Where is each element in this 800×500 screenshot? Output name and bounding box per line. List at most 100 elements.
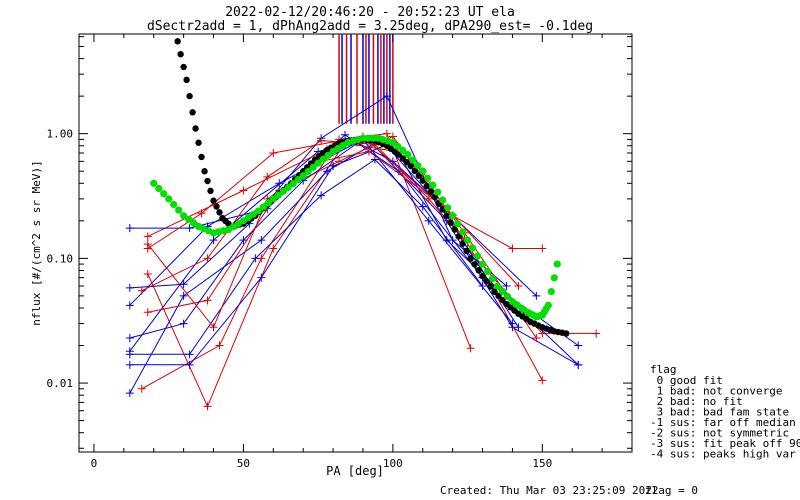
curve-point xyxy=(198,153,205,161)
fit-line xyxy=(129,138,519,394)
curve-point xyxy=(309,163,317,171)
legend-entry: -4 sus: peaks high var xyxy=(650,448,796,461)
legend-entry: 2 bad: no fit xyxy=(650,395,743,408)
curve-point xyxy=(467,255,474,262)
fit-point xyxy=(125,283,134,292)
curve-point xyxy=(359,134,367,142)
fit-point xyxy=(137,286,146,295)
curve-point xyxy=(284,183,292,192)
curve-point xyxy=(468,244,477,252)
fit-point xyxy=(185,224,194,233)
fit-point xyxy=(382,129,391,138)
fit-point xyxy=(466,344,475,353)
curve-point xyxy=(155,184,163,193)
curve-point xyxy=(399,155,407,162)
curve-point xyxy=(478,260,487,268)
curve-point xyxy=(324,151,332,159)
curve-point xyxy=(364,134,372,142)
fit-line xyxy=(129,134,579,346)
fit-point xyxy=(317,191,326,200)
curve-point xyxy=(415,172,422,179)
curve-point xyxy=(274,191,282,199)
fit-line xyxy=(147,138,597,334)
fit-point xyxy=(388,157,397,166)
chart-subtitle: dSectr2add = 1, dPhAng2add = 3.25deg, dP… xyxy=(147,19,593,34)
legend-entry: 3 bad: bad fam state xyxy=(650,406,789,419)
fit-point xyxy=(502,282,511,291)
curve-point xyxy=(403,159,411,166)
fit-point xyxy=(143,232,152,241)
curve-point xyxy=(210,197,217,204)
curve-point xyxy=(186,92,193,100)
fit-point xyxy=(532,291,541,300)
fit-point xyxy=(203,254,212,263)
curve-point xyxy=(404,150,412,159)
plot-frame xyxy=(78,33,633,453)
curve-point xyxy=(473,252,482,260)
curve-point xyxy=(423,182,430,190)
legend-entry: -3 sus: fit peak off 90 xyxy=(650,437,800,450)
curve-point xyxy=(483,278,490,285)
curve-point xyxy=(204,177,211,185)
fit-point xyxy=(269,148,278,157)
curve-point xyxy=(185,215,193,223)
x-tick-label: 0 xyxy=(91,457,98,470)
fit-point xyxy=(370,155,379,164)
curve-point xyxy=(459,228,467,236)
curve-point xyxy=(463,247,470,255)
fit-point xyxy=(275,179,284,188)
curve-point xyxy=(409,156,417,164)
curve-point xyxy=(463,236,472,244)
curve-point xyxy=(254,207,262,215)
fit-point xyxy=(179,319,188,328)
curve-point xyxy=(443,212,450,219)
legend: flag 0 good fit 1 bad: not converge 2 ba… xyxy=(650,363,800,461)
curve-point xyxy=(299,172,307,180)
curve-point xyxy=(563,330,570,337)
curve-point xyxy=(503,292,512,301)
fit-point xyxy=(143,308,152,317)
curve-point xyxy=(213,203,220,210)
curve-point xyxy=(479,272,486,280)
curve-point xyxy=(175,206,183,214)
fit-point xyxy=(514,323,523,332)
fit-point xyxy=(574,341,583,350)
curve-point xyxy=(369,134,377,142)
fit-point xyxy=(257,273,266,282)
curve-point xyxy=(180,63,187,71)
curve-point xyxy=(508,298,517,306)
curve-point xyxy=(195,139,202,146)
curve-point xyxy=(419,167,427,175)
curve-point xyxy=(439,196,447,204)
curve-point xyxy=(513,301,522,309)
curve-point xyxy=(475,267,482,274)
curve-point xyxy=(150,179,158,187)
curve-point xyxy=(487,283,494,290)
fit-point xyxy=(574,360,583,369)
fit-point xyxy=(418,202,427,211)
fit-point xyxy=(125,301,134,310)
y-tick-label: 1.00 xyxy=(47,128,74,141)
curve-point xyxy=(407,162,414,170)
fit-point xyxy=(179,291,188,300)
x-tick-label: 50 xyxy=(237,457,250,470)
fit-point xyxy=(209,236,218,245)
curve-point xyxy=(491,288,498,295)
legend-entry: -2 sus: not symmetric xyxy=(650,427,789,440)
fit-point xyxy=(239,236,248,245)
x-axis-label: PA [deg] xyxy=(326,464,384,478)
fit-point xyxy=(329,162,338,171)
fit-point xyxy=(317,136,326,145)
curve-point xyxy=(495,292,502,300)
x-tick-label: 100 xyxy=(383,457,403,470)
curve-point xyxy=(314,159,322,167)
fit-point xyxy=(257,236,266,245)
legend-entry: -1 sus: far off median xyxy=(650,416,796,429)
legend-entry: 1 bad: not converge xyxy=(650,385,782,398)
curve-point xyxy=(279,187,287,195)
vertical-markers xyxy=(338,34,394,124)
fit-point xyxy=(592,329,601,338)
curve-point xyxy=(414,162,422,170)
curve-point xyxy=(499,296,506,304)
x-tick-label: 150 xyxy=(532,457,552,470)
